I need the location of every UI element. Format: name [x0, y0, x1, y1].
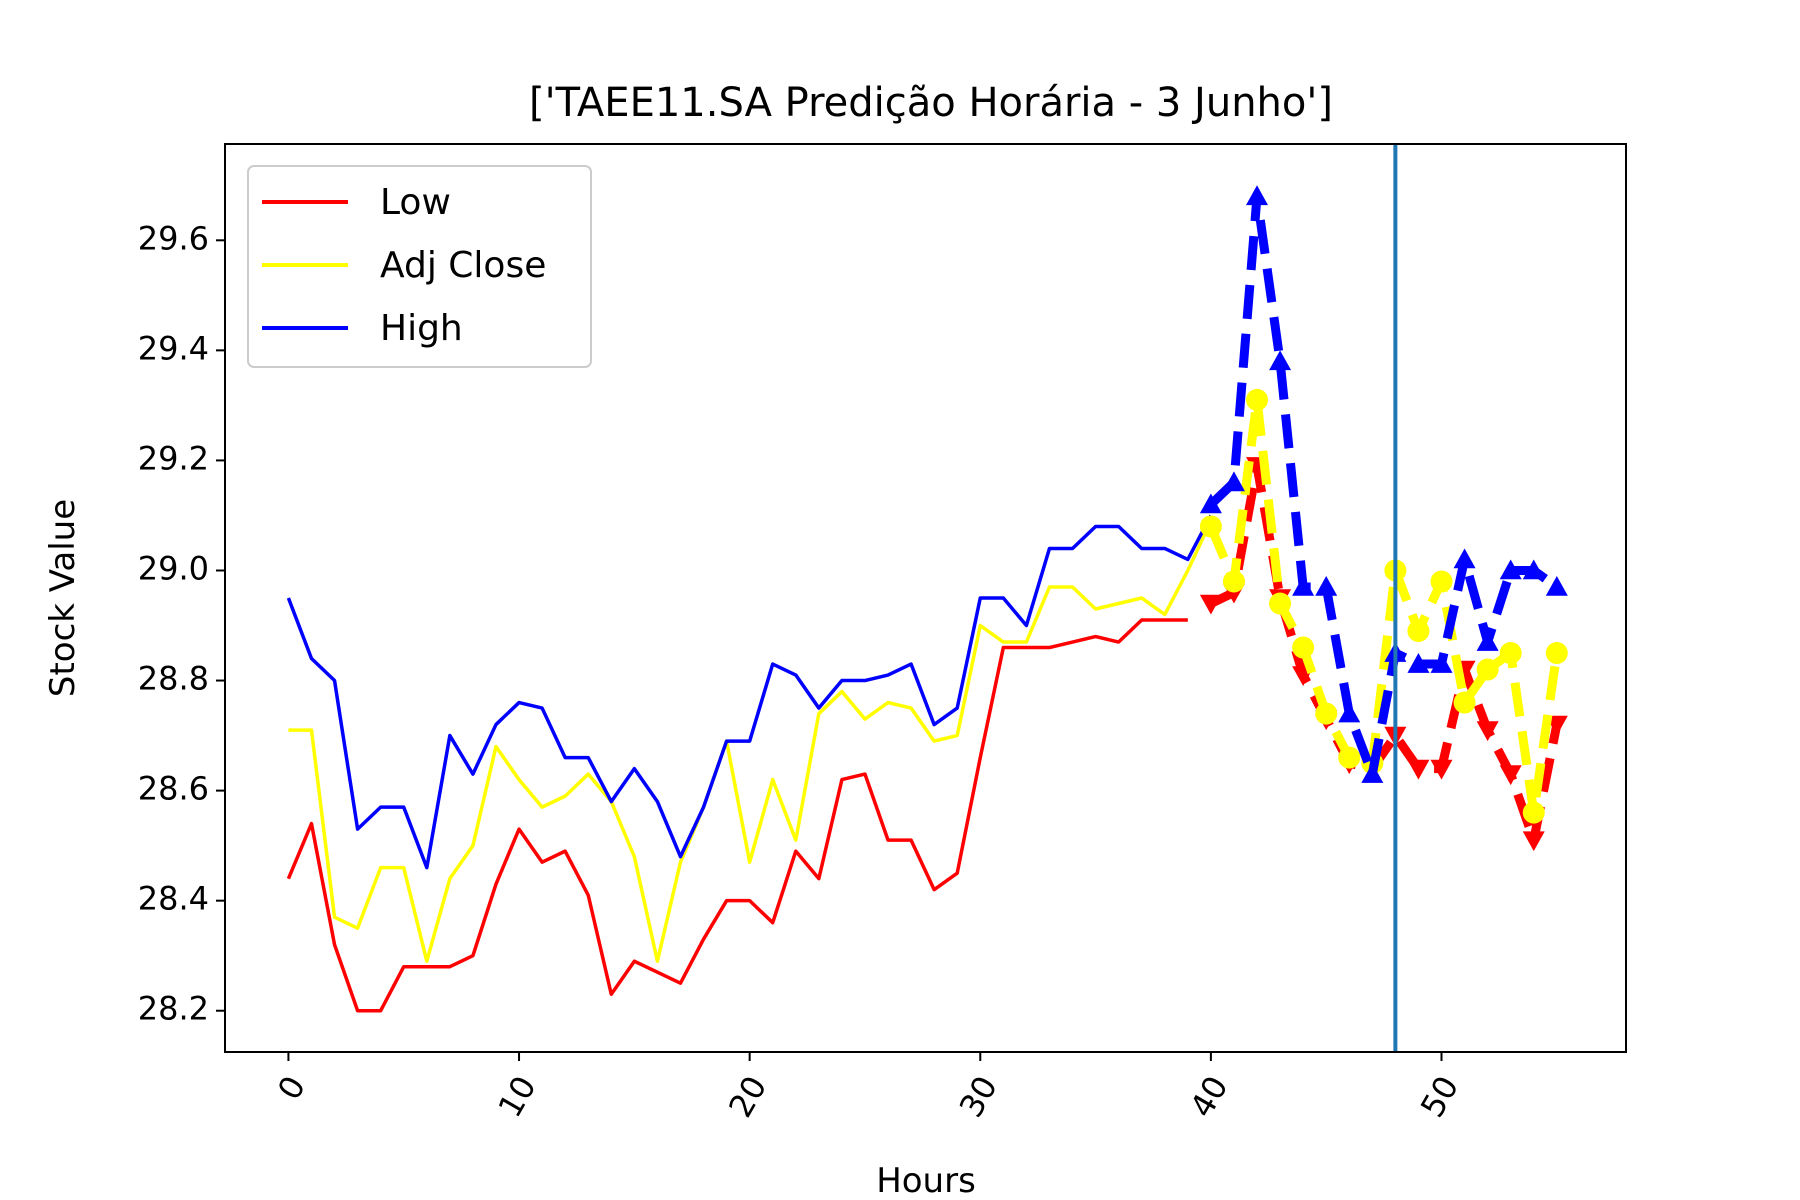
predicted-line-high — [1207, 191, 1560, 779]
y-axis-label: Stock Value — [43, 499, 83, 697]
predicted-point-adj-close — [1315, 702, 1338, 725]
predicted-point-high — [1453, 548, 1476, 569]
predicted-point-high — [1522, 559, 1545, 580]
y-tick-label: 28.2 — [138, 990, 209, 1028]
predicted-point-high — [1246, 185, 1269, 206]
plot-frame — [224, 143, 1627, 1053]
predicted-point-adj-close — [1453, 691, 1476, 714]
predicted-point-high — [1499, 559, 1522, 580]
chart-title: ['TAEE11.SA Predição Horária - 3 Junho'] — [529, 80, 1333, 126]
x-tick-label: 30 — [952, 1070, 1005, 1124]
predicted-point-adj-close — [1407, 620, 1430, 643]
predicted-point-high — [1269, 350, 1292, 371]
predicted-point-low — [1430, 759, 1453, 780]
predicted-point-high — [1338, 702, 1361, 723]
predicted-point-adj-close — [1292, 636, 1315, 659]
y-tick-label: 28.6 — [138, 770, 209, 808]
predicted-point-adj-close — [1338, 746, 1361, 769]
predicted-point-low — [1407, 759, 1430, 780]
predicted-point-low — [1499, 765, 1522, 786]
x-tick-label: 10 — [490, 1070, 543, 1124]
predicted-point-high — [1430, 653, 1453, 673]
plot-area — [286, 144, 1568, 1052]
y-tick-label: 28.4 — [138, 880, 209, 918]
predicted-point-adj-close — [1246, 388, 1269, 411]
predicted-point-high — [1199, 493, 1222, 514]
x-tick-label: 20 — [721, 1070, 774, 1124]
predicted-point-low — [1199, 594, 1222, 615]
x-axis-ticks: 0 10 20 30 40 50 — [270, 1052, 1466, 1124]
predicted-point-low — [1476, 721, 1499, 742]
predicted-point-high — [1361, 763, 1384, 783]
y-tick-label: 29.0 — [138, 549, 209, 587]
predicted-point-high — [1476, 631, 1499, 651]
legend-box — [247, 165, 592, 368]
series-line-high — [286, 514, 1213, 870]
x-tick-label: 40 — [1182, 1070, 1235, 1124]
predicted-point-adj-close — [1269, 592, 1292, 615]
series-line-adj-close — [288, 520, 1213, 963]
y-tick-label: 29.4 — [138, 329, 209, 367]
predicted-point-high — [1545, 575, 1568, 596]
predicted-point-low — [1522, 831, 1545, 852]
series-line-low — [286, 618, 1188, 1013]
predicted-point-adj-close — [1499, 642, 1522, 665]
predicted-point-high — [1407, 653, 1430, 673]
y-tick-label: 29.2 — [138, 439, 209, 477]
predicted-point-high — [1292, 575, 1315, 596]
predicted-point-adj-close — [1476, 658, 1499, 681]
predicted-line-adj-close — [1206, 395, 1562, 818]
x-axis-label: Hours — [876, 1161, 976, 1200]
x-tick-label: 50 — [1413, 1070, 1466, 1124]
y-axis-ticks: 28.2 28.4 28.6 28.8 29.0 29.2 29.4 29.6 — [138, 219, 225, 1028]
predicted-point-adj-close — [1522, 801, 1545, 824]
legend-label-adj-close: Adj Close — [380, 245, 546, 286]
predicted-point-adj-close — [1545, 642, 1568, 665]
x-tick-label: 0 — [270, 1070, 313, 1107]
predicted-point-adj-close — [1430, 570, 1453, 593]
y-tick-label: 28.8 — [138, 660, 209, 698]
legend: Low Adj Close High — [247, 165, 592, 368]
predicted-point-adj-close — [1222, 570, 1245, 593]
predicted-point-high — [1222, 471, 1245, 492]
predicted-point-adj-close — [1199, 515, 1222, 538]
legend-label-low: Low — [380, 182, 451, 223]
predicted-point-high — [1315, 575, 1338, 596]
y-tick-label: 29.6 — [138, 219, 209, 257]
legend-label-high: High — [380, 308, 463, 349]
